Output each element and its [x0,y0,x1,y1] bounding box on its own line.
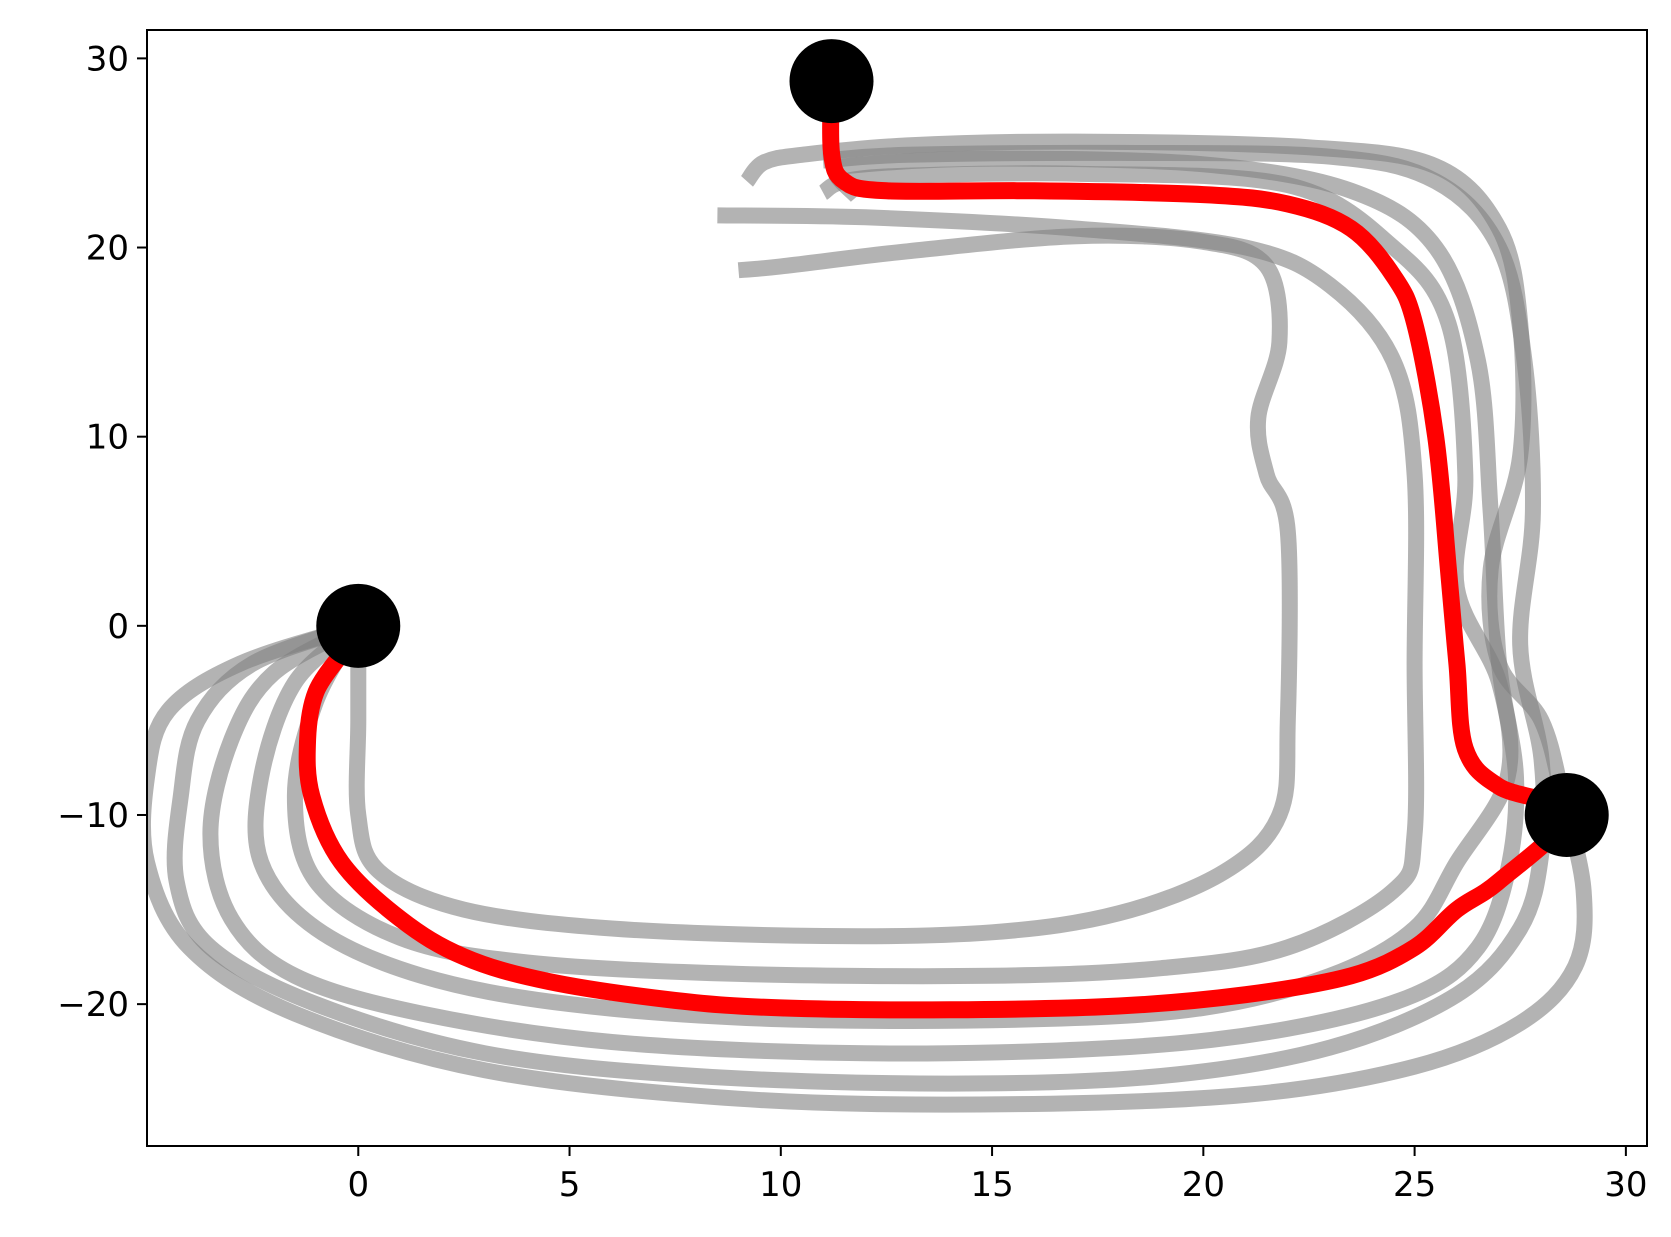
waypoint-marker-2 [789,39,874,124]
y-tick-label: 0 [107,607,129,647]
y-tick-label: −20 [57,985,129,1025]
background-path-5 [166,144,1553,1092]
x-tick-label: 25 [1393,1165,1436,1205]
background-path-4 [202,150,1525,1062]
x-tick-label: 10 [759,1165,802,1205]
background-path-3 [247,165,1519,1029]
x-tick-label: 5 [559,1165,581,1205]
x-tick-label: 20 [1182,1165,1225,1205]
waypoint-marker-1 [316,583,401,668]
plot-area [147,39,1609,1113]
y-tick-label: 20 [86,229,129,269]
x-tick-label: 30 [1604,1165,1647,1205]
y-axis: −20 −10 0 10 20 30 [57,39,147,1025]
x-tick-label: 15 [970,1165,1013,1205]
series-group [147,39,1609,1113]
y-tick-label: 30 [86,39,129,79]
x-tick-label: 0 [347,1165,369,1205]
background-path-6 [147,133,1593,1113]
highlighted-path [298,81,1576,1019]
background-path-2 [286,207,1425,985]
axes-frame [146,29,1648,1147]
y-tick-label: 10 [86,418,129,458]
y-tick-label: −10 [57,796,129,836]
waypoint-marker-3 [1524,772,1609,857]
x-axis: 0 5 10 15 20 25 30 [347,1146,1648,1205]
